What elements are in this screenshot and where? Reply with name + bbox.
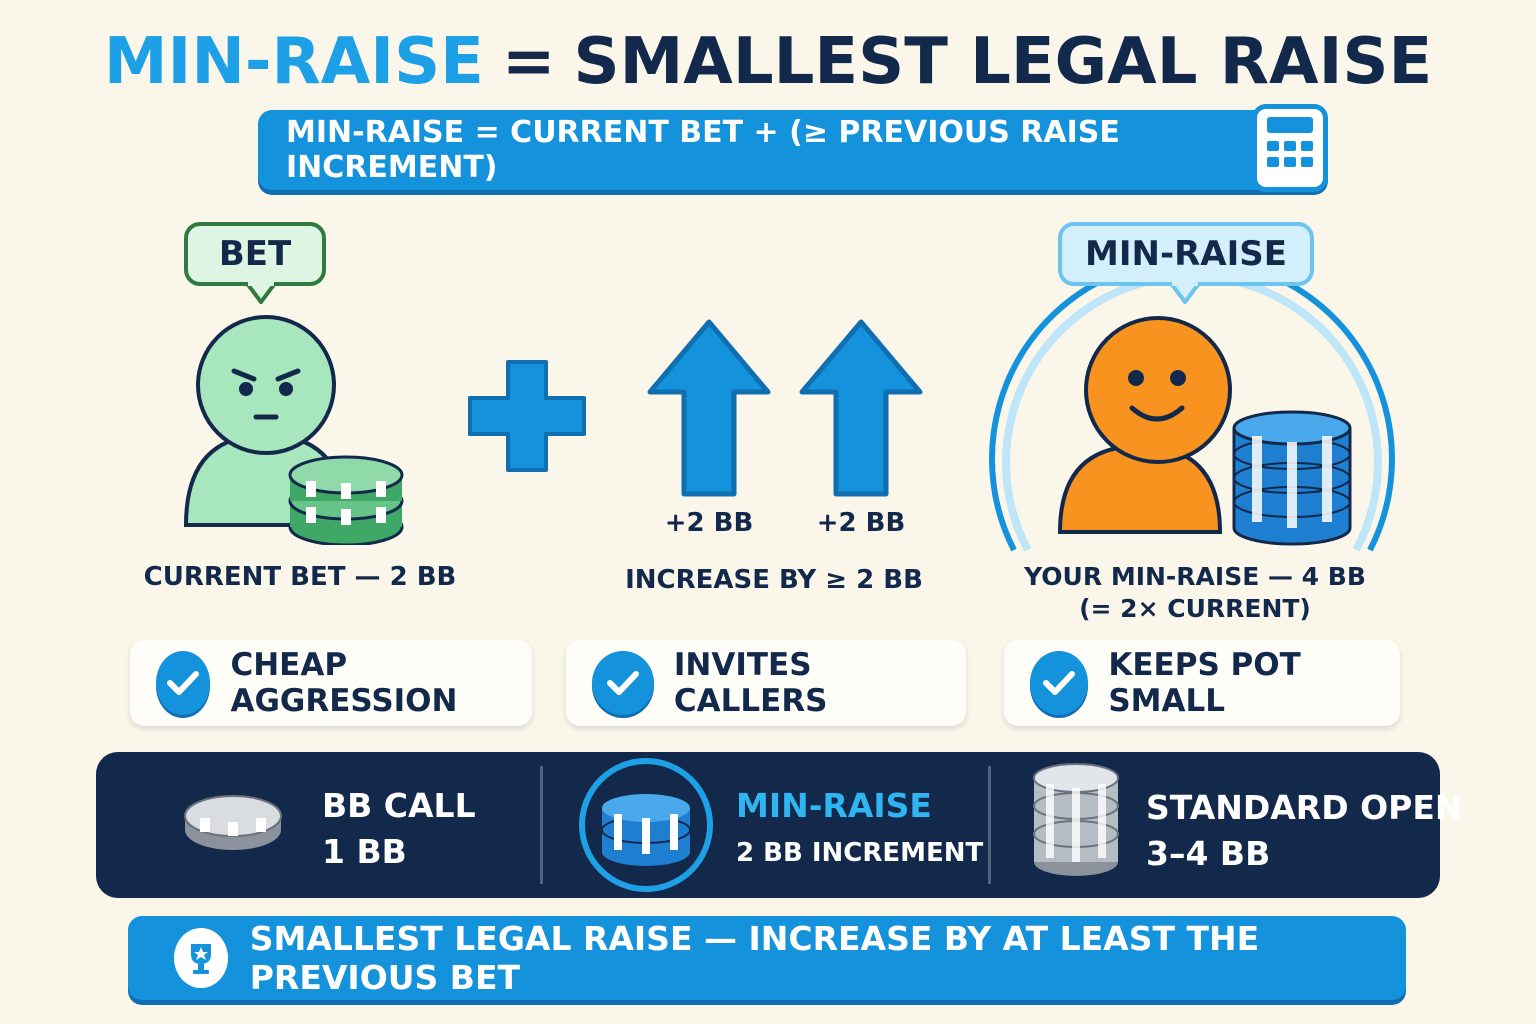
highlight-ring [989, 284, 1395, 552]
arrow-label-2: +2 BB [816, 508, 906, 538]
band-divider [540, 766, 543, 884]
up-arrow-icon [647, 319, 771, 497]
band-item-sub: 2 BB INCREMENT [736, 838, 984, 868]
minraise-bubble-label: MIN-RAISE [1085, 234, 1287, 274]
blue-chip-stack-icon [1232, 410, 1352, 546]
band-item-title: STANDARD OPEN [1146, 788, 1463, 827]
band-item-title: BB CALL [322, 786, 476, 825]
chip-stack-icon [1033, 763, 1119, 876]
comparison-band [96, 752, 1440, 898]
green-chip-stack-icon [288, 455, 404, 545]
bet-bubble-tail [244, 282, 278, 304]
angry-player-icon [183, 315, 404, 545]
benefit-card: CHEAP AGGRESSION [130, 640, 532, 726]
title-equals: = [501, 25, 556, 99]
formula-bar: MIN-RAISE = CURRENT BET + (≥ PREVIOUS RA… [258, 110, 1328, 190]
band-item-sub: 3–4 BB [1146, 834, 1271, 873]
title-rest: SMALLEST LEGAL RAISE [573, 25, 1433, 99]
band-item-sub: 1 BB [322, 832, 407, 871]
benefit-label: INVITES CALLERS [673, 647, 828, 719]
bet-caption: CURRENT BET — 2 BB [143, 562, 457, 592]
benefit-card: KEEPS POT SMALL [1004, 640, 1400, 726]
arrow-label-1: +2 BB [664, 508, 754, 538]
check-icon [592, 651, 654, 715]
bet-bubble-label: BET [218, 234, 292, 274]
minraise-caption-1: YOUR MIN-RAISE — 4 BB [1024, 562, 1366, 591]
single-chip-icon [184, 795, 282, 850]
benefit-label: CHEAP AGGRESSION [230, 647, 458, 719]
band-item-title: MIN-RAISE [736, 786, 932, 825]
increase-caption: INCREASE BY ≥ 2 BB [625, 565, 923, 595]
formula-text: MIN-RAISE = CURRENT BET + (≥ PREVIOUS RA… [286, 115, 1120, 185]
minraise-bubble: MIN-RAISE [1058, 222, 1314, 286]
page-title: MIN-RAISE = SMALLEST LEGAL RAISE [0, 22, 1536, 102]
benefit-label: KEEPS POT SMALL [1108, 647, 1301, 719]
check-icon [156, 651, 211, 715]
benefit-card: INVITES CALLERS [566, 640, 966, 726]
plus-icon [468, 360, 586, 472]
happy-player-icon [1057, 316, 1352, 546]
minraise-bubble-tail [1168, 282, 1202, 304]
check-icon [1030, 651, 1089, 715]
minraise-caption-2: (= 2× CURRENT) [1079, 594, 1311, 623]
up-arrow-icon [799, 319, 923, 497]
bet-bubble: BET [184, 222, 326, 286]
calculator-icon [1252, 104, 1328, 192]
band-divider [988, 766, 991, 884]
highlight-chip-icon [579, 758, 713, 892]
trophy-icon [174, 928, 228, 988]
title-accent: MIN-RAISE [103, 25, 484, 99]
footer-banner: SMALLEST LEGAL RAISE — INCREASE BY AT LE… [128, 916, 1406, 1000]
footer-text: SMALLEST LEGAL RAISE — INCREASE BY AT LE… [249, 919, 1260, 997]
